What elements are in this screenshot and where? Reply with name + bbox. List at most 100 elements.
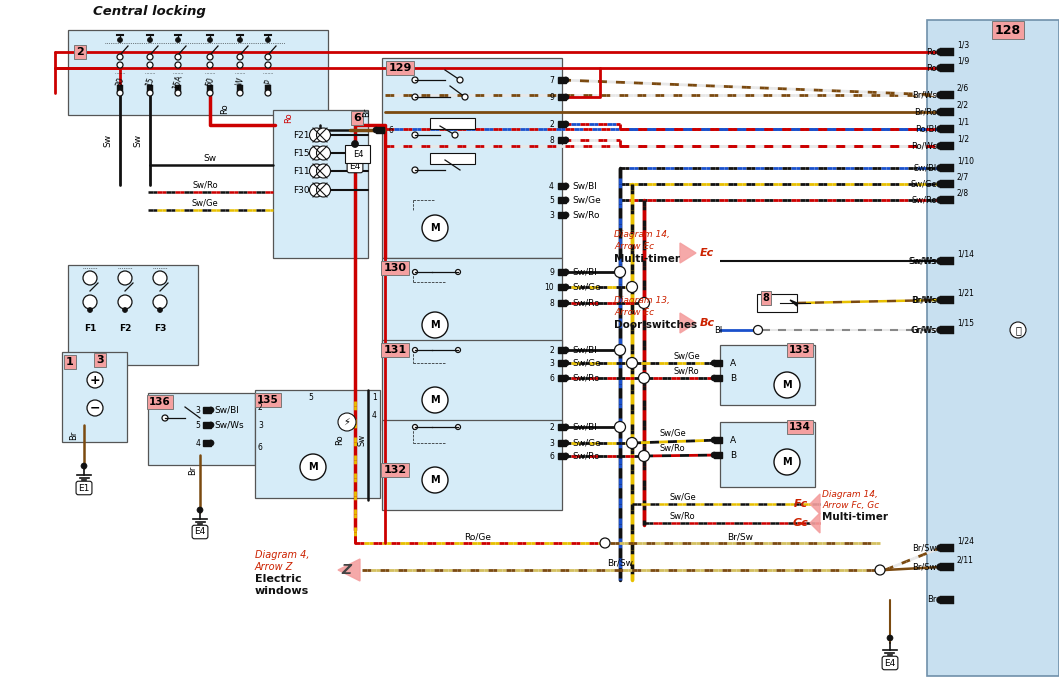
Circle shape — [116, 62, 123, 68]
Circle shape — [887, 635, 893, 641]
Circle shape — [237, 37, 243, 43]
Circle shape — [614, 422, 626, 433]
Text: Sw/Bl: Sw/Bl — [214, 406, 239, 415]
Polygon shape — [558, 360, 566, 366]
Text: 5: 5 — [550, 196, 554, 205]
Polygon shape — [680, 313, 696, 333]
Text: 6: 6 — [550, 373, 554, 382]
Circle shape — [87, 372, 103, 388]
Bar — [382, 340, 562, 430]
Circle shape — [158, 307, 162, 313]
Text: Ro: Ro — [220, 103, 229, 114]
Text: 1/14: 1/14 — [957, 249, 974, 258]
Circle shape — [936, 296, 944, 303]
Text: 6: 6 — [550, 451, 554, 460]
Circle shape — [711, 360, 717, 366]
Bar — [940, 326, 954, 334]
Text: Sw/Ws: Sw/Ws — [910, 256, 937, 265]
Text: 9: 9 — [550, 267, 554, 276]
Text: Sw: Sw — [133, 134, 142, 147]
Text: 4: 4 — [550, 181, 554, 190]
Text: 8: 8 — [550, 136, 554, 145]
Polygon shape — [558, 183, 566, 189]
Bar — [720, 345, 815, 405]
Text: 3: 3 — [550, 438, 554, 447]
Circle shape — [455, 424, 461, 429]
Text: B: B — [730, 373, 736, 382]
Text: F3: F3 — [154, 324, 166, 333]
Text: Ro: Ro — [336, 435, 344, 445]
Text: Sw/Ge: Sw/Ge — [911, 180, 937, 189]
Circle shape — [936, 92, 944, 99]
Circle shape — [317, 146, 330, 160]
Bar — [430, 153, 475, 164]
Circle shape — [936, 108, 944, 116]
Circle shape — [936, 181, 944, 187]
Text: 1/3: 1/3 — [957, 41, 969, 50]
Text: 1/15: 1/15 — [957, 318, 974, 327]
Polygon shape — [338, 559, 360, 581]
Circle shape — [175, 54, 181, 60]
Text: 1/1: 1/1 — [957, 118, 969, 127]
Text: Ro/Ge: Ro/Ge — [465, 533, 491, 542]
Text: Sw: Sw — [203, 154, 216, 163]
Circle shape — [309, 164, 323, 178]
Circle shape — [265, 54, 271, 60]
Circle shape — [152, 271, 167, 285]
Text: 2/11: 2/11 — [957, 555, 974, 564]
Text: P: P — [263, 79, 273, 85]
Text: Sw/Ge: Sw/Ge — [572, 438, 600, 447]
Bar — [940, 108, 954, 116]
Circle shape — [147, 54, 152, 60]
Circle shape — [421, 215, 448, 241]
Text: F2: F2 — [119, 324, 131, 333]
Text: Br/Sw: Br/Sw — [607, 559, 633, 568]
Text: Br: Br — [70, 431, 78, 440]
Text: Diagram 14,: Diagram 14, — [822, 490, 878, 499]
Circle shape — [237, 90, 243, 96]
Text: Br/Ws: Br/Ws — [911, 296, 936, 305]
Circle shape — [563, 347, 569, 353]
Polygon shape — [558, 94, 566, 100]
Text: Br/Sw: Br/Sw — [726, 533, 753, 542]
Text: 1: 1 — [66, 357, 74, 367]
Bar — [116, 85, 123, 92]
Polygon shape — [558, 453, 566, 459]
Circle shape — [421, 387, 448, 413]
Bar — [940, 125, 954, 133]
Circle shape — [457, 77, 463, 83]
Polygon shape — [558, 197, 566, 203]
Circle shape — [237, 62, 243, 68]
Text: 2: 2 — [550, 422, 554, 431]
Circle shape — [176, 37, 180, 43]
Text: Gr/Ws: Gr/Ws — [912, 325, 937, 334]
Circle shape — [317, 183, 330, 197]
Circle shape — [563, 137, 569, 143]
Text: Sw/Ge: Sw/Ge — [572, 282, 600, 291]
Circle shape — [317, 164, 330, 178]
Circle shape — [936, 143, 944, 150]
Polygon shape — [558, 440, 566, 446]
Polygon shape — [558, 424, 566, 430]
Text: 128: 128 — [995, 23, 1021, 37]
Text: −: − — [90, 402, 101, 415]
Text: Ro: Ro — [927, 48, 937, 56]
Circle shape — [936, 597, 944, 604]
Text: 129: 129 — [389, 63, 412, 73]
Text: 2: 2 — [258, 402, 263, 411]
Bar — [940, 48, 954, 56]
Text: 1/9: 1/9 — [957, 56, 969, 65]
Text: Ro: Ro — [927, 63, 937, 72]
Polygon shape — [376, 127, 384, 133]
Circle shape — [197, 507, 203, 513]
Circle shape — [300, 454, 326, 480]
Circle shape — [614, 267, 626, 278]
Text: Sw/Bl: Sw/Bl — [572, 422, 597, 431]
Text: Ro/Ws: Ro/Ws — [911, 141, 937, 150]
Circle shape — [309, 146, 323, 160]
Text: 3: 3 — [258, 420, 263, 429]
Text: M: M — [430, 223, 439, 233]
Text: Diagram 14,: Diagram 14, — [614, 230, 670, 239]
Text: Sw/Ws: Sw/Ws — [909, 256, 936, 265]
Circle shape — [265, 62, 271, 68]
